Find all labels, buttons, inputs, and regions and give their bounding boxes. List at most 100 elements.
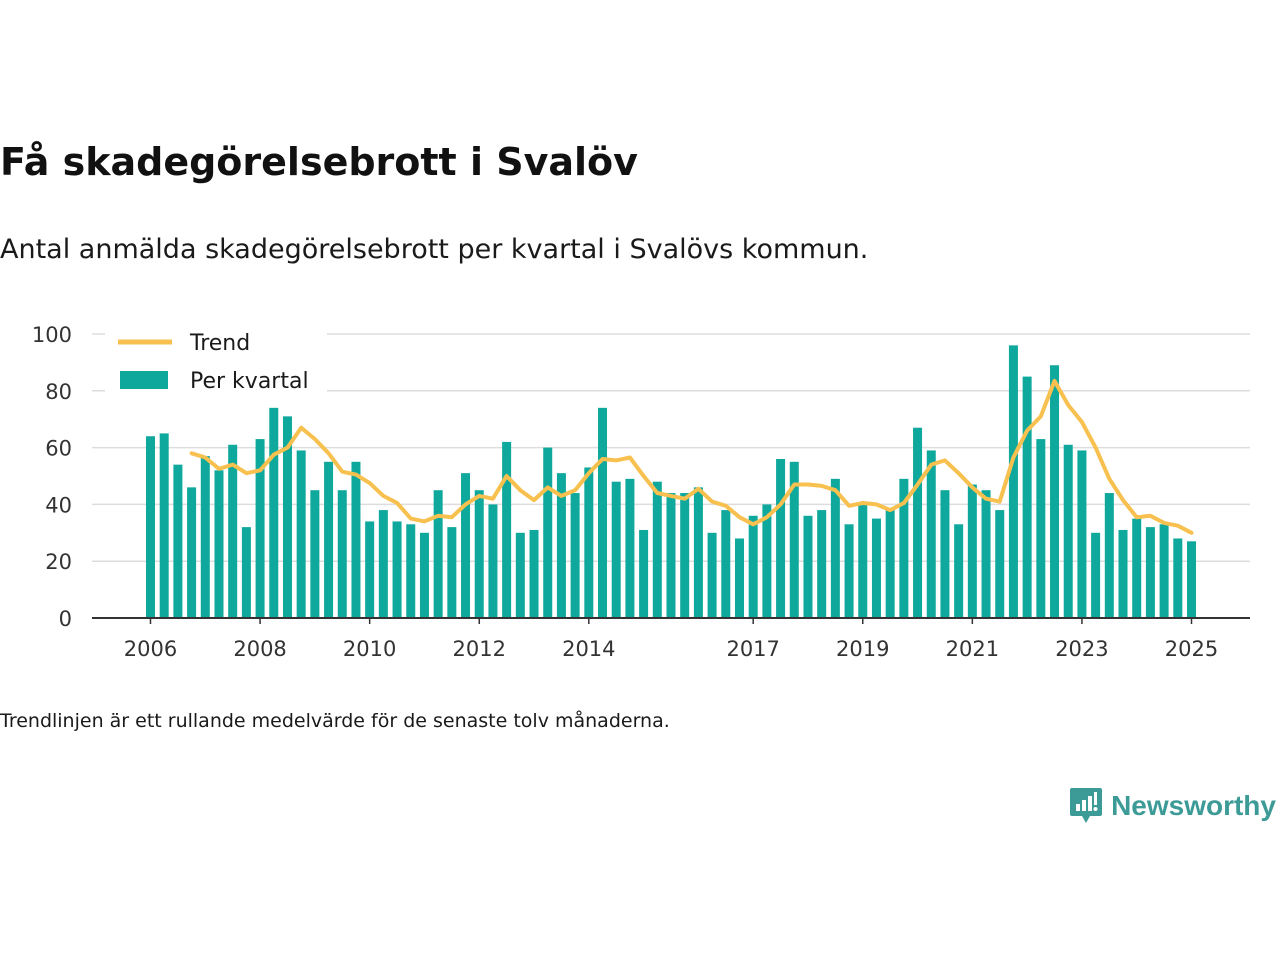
bar [433, 490, 443, 618]
bar [598, 407, 608, 618]
bar [721, 510, 731, 618]
bar [419, 532, 429, 618]
bar [844, 524, 854, 618]
bar [337, 490, 347, 618]
bar-series [146, 345, 1196, 618]
bar [269, 407, 279, 618]
bar [680, 493, 690, 618]
bar [282, 416, 292, 618]
bar [789, 461, 799, 618]
bar [913, 427, 923, 618]
bar [529, 529, 539, 618]
bar [748, 515, 758, 618]
trend-line [189, 378, 1194, 535]
bar [461, 473, 471, 618]
bar-line-chart: 0 20 40 60 80 100 2006 2008 2010 2012 2014 2017 201… [32, 323, 1250, 661]
bar [515, 532, 525, 618]
legend: Trend Per kvartal [105, 324, 327, 404]
y-tick-label: 20 [45, 550, 72, 574]
bar [296, 450, 306, 618]
bar [255, 439, 265, 618]
newsworthy-chart-bubble-icon [1070, 788, 1103, 823]
bar [830, 478, 840, 618]
bar [173, 464, 183, 618]
bar [926, 450, 936, 618]
bar [392, 521, 402, 618]
bar [707, 532, 717, 618]
bar [310, 490, 320, 618]
bar [1173, 538, 1183, 618]
bar [214, 470, 224, 618]
bar [1036, 439, 1046, 618]
bar [817, 510, 827, 618]
bar [146, 436, 155, 618]
bar [228, 444, 238, 618]
bar [406, 524, 416, 618]
bar [584, 467, 594, 618]
bar [611, 481, 621, 618]
bar [241, 527, 251, 618]
x-tick-label: 2008 [233, 637, 286, 661]
y-tick-label: 100 [32, 323, 72, 347]
bar [762, 504, 772, 618]
bar [1063, 444, 1073, 618]
x-tick-label: 2017 [726, 637, 779, 661]
brand-name: Newsworthy [1111, 790, 1276, 821]
bar [734, 538, 744, 618]
chart-title: Få skadegörelsebrott i Svalöv [0, 140, 638, 184]
y-tick-label: 0 [59, 607, 72, 631]
bar [324, 461, 334, 618]
x-tick-label: 2025 [1165, 637, 1218, 661]
x-axis-ticks: 2006 2008 2010 2012 2014 2017 2019 2021 2023 2025 [124, 618, 1218, 661]
bar [351, 461, 361, 618]
y-axis-ticks: 0 20 40 60 80 100 [32, 323, 72, 631]
bar [159, 433, 169, 618]
bar [570, 493, 580, 618]
y-tick-label: 60 [45, 437, 72, 461]
bar [954, 524, 964, 618]
bar [1187, 541, 1196, 618]
bar [447, 527, 457, 618]
legend-background [105, 324, 327, 404]
x-tick-label: 2023 [1055, 637, 1108, 661]
y-tick-label: 80 [45, 380, 72, 404]
bar [693, 487, 703, 618]
bar [200, 456, 210, 618]
x-tick-label: 2006 [124, 637, 177, 661]
bar [652, 481, 662, 618]
bar [625, 478, 635, 618]
bar [1050, 365, 1060, 618]
x-tick-label: 2019 [836, 637, 889, 661]
bar [776, 458, 786, 618]
footnote: Trendlinjen är ett rullande medelvärde f… [0, 710, 670, 732]
bar [858, 504, 868, 618]
bar [474, 490, 484, 618]
bar [1091, 532, 1101, 618]
bar [639, 529, 649, 618]
bar [871, 518, 881, 618]
x-tick-label: 2010 [343, 637, 396, 661]
bar [488, 504, 498, 618]
legend-bar-swatch [120, 371, 168, 389]
bar [899, 478, 909, 618]
bar [666, 493, 676, 618]
bar [981, 490, 991, 618]
bar [940, 490, 950, 618]
x-tick-label: 2014 [562, 637, 615, 661]
legend-trend-label: Trend [189, 331, 250, 356]
x-tick-label: 2012 [453, 637, 506, 661]
y-tick-label: 40 [45, 493, 72, 517]
bar [803, 515, 813, 618]
bar [967, 484, 977, 618]
bar [187, 487, 197, 618]
newsworthy-logo: Newsworthy [1069, 786, 1276, 826]
chart-subtitle: Antal anmälda skadegörelsebrott per kvar… [0, 234, 869, 265]
bar [1077, 450, 1087, 618]
x-tick-label: 2021 [946, 637, 999, 661]
bar [1008, 345, 1018, 618]
bar [556, 473, 566, 618]
bar [1104, 493, 1114, 618]
bar [1118, 529, 1128, 618]
bar [1145, 527, 1155, 618]
bar [1022, 376, 1032, 618]
